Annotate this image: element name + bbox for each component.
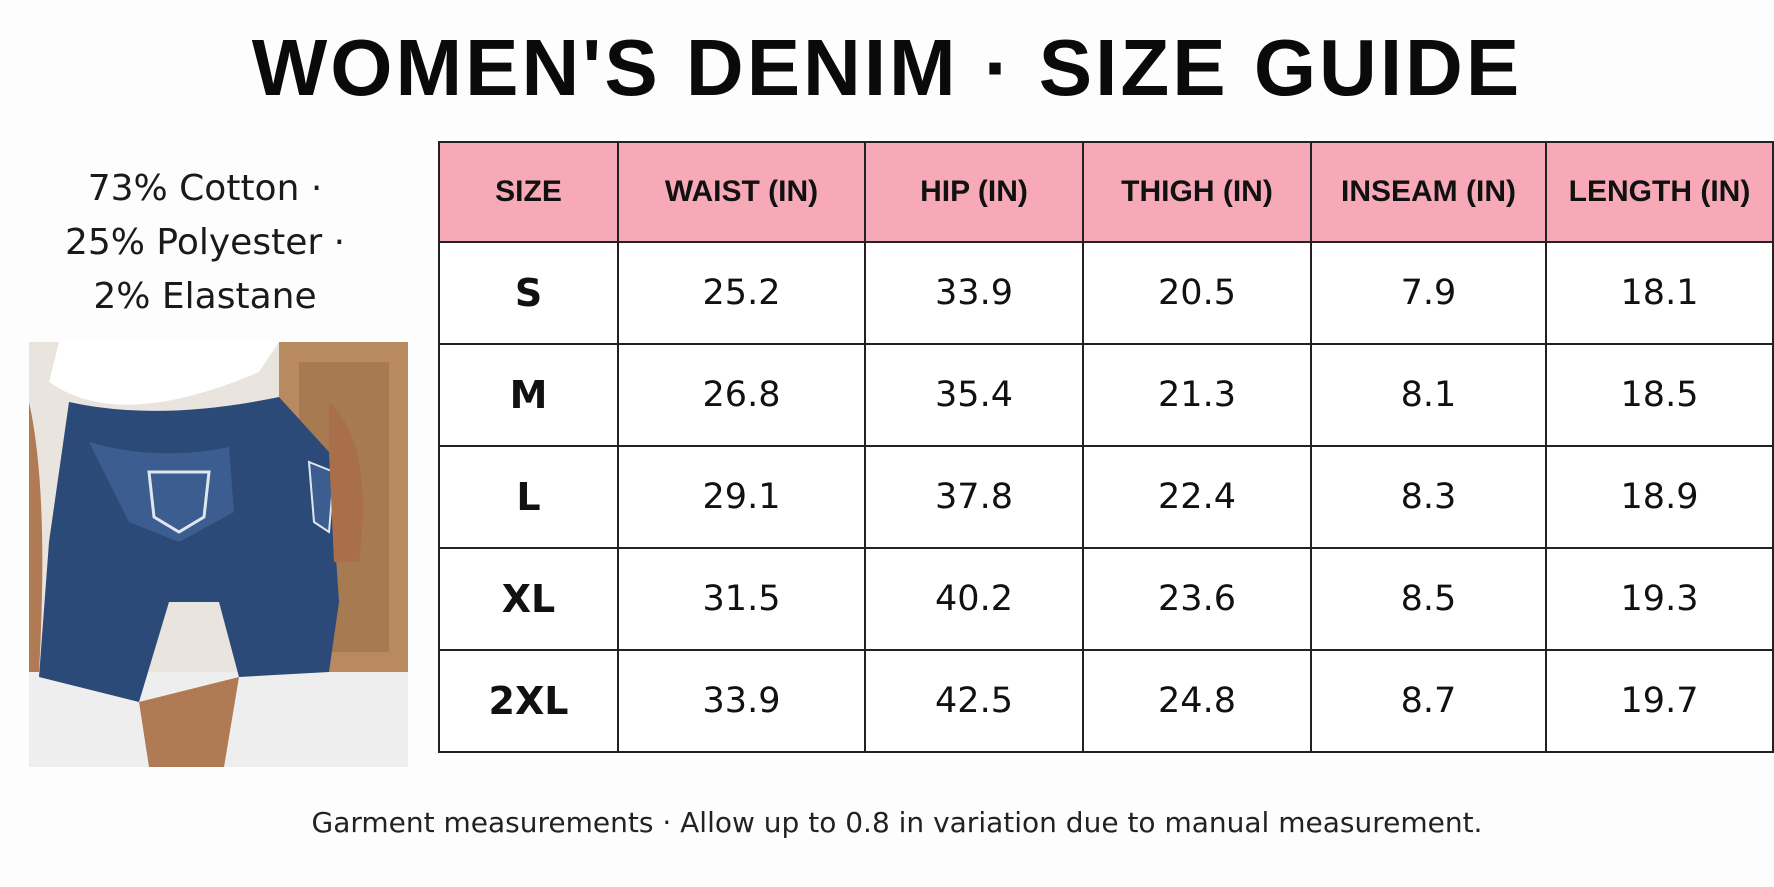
size-cell: L	[438, 445, 619, 549]
column-header: INSEAM (IN)	[1310, 141, 1547, 243]
table-row: 2XL 33.9 42.5 24.8 8.7 19.7	[438, 649, 1774, 753]
measurement-cell: 33.9	[864, 241, 1084, 345]
measurement-cell: 35.4	[864, 343, 1084, 447]
material-line: 73% Cotton ·	[87, 168, 323, 209]
column-header: WAIST (IN)	[617, 141, 866, 243]
size-cell: 2XL	[438, 649, 619, 753]
measurement-cell: 8.5	[1310, 547, 1547, 651]
measurement-cell: 18.5	[1545, 343, 1774, 447]
measurement-cell: 18.9	[1545, 445, 1774, 549]
header-row: SIZE WAIST (IN) HIP (IN) THIGH (IN) INSEAM (…	[438, 141, 1774, 243]
table-row: M 26.8 35.4 21.3 8.1 18.5	[438, 343, 1774, 447]
measurement-cell: 8.7	[1310, 649, 1547, 753]
size-table: SIZE WAIST (IN) HIP (IN) THIGH (IN) INSEAM (…	[438, 141, 1774, 753]
measurement-cell: 8.3	[1310, 445, 1547, 549]
measurement-cell: 37.8	[864, 445, 1084, 549]
measurement-cell: 40.2	[864, 547, 1084, 651]
column-header: HIP (IN)	[864, 141, 1084, 243]
table-row: XL 31.5 40.2 23.6 8.5 19.3	[438, 547, 1774, 651]
table-body: S 25.2 33.9 20.5 7.9 18.1 M 26.8 35.4 21.3 8.1 18.5…	[438, 241, 1774, 753]
table-row: L 29.1 37.8 22.4 8.3 18.9	[438, 445, 1774, 549]
measurement-cell: 29.1	[617, 445, 866, 549]
size-cell: XL	[438, 547, 619, 651]
measurement-cell: 42.5	[864, 649, 1084, 753]
measurement-cell: 26.8	[617, 343, 866, 447]
measurement-cell: 21.3	[1082, 343, 1312, 447]
table-row: S 25.2 33.9 20.5 7.9 18.1	[438, 241, 1774, 345]
measurement-cell: 33.9	[617, 649, 866, 753]
material-line: 2% Elastane	[93, 276, 317, 317]
material-info: 73% Cotton · 25% Polyester · 2% Elastane	[20, 162, 390, 324]
measurement-cell: 7.9	[1310, 241, 1547, 345]
product-photo	[29, 342, 408, 767]
measurement-cell: 18.1	[1545, 241, 1774, 345]
measurement-cell: 19.7	[1545, 649, 1774, 753]
column-header: SIZE	[438, 141, 619, 243]
title: WOMEN'S DENIM · SIZE GUIDE	[251, 23, 1523, 112]
measurement-cell: 31.5	[617, 547, 866, 651]
measurement-cell: 8.1	[1310, 343, 1547, 447]
measurement-cell: 22.4	[1082, 445, 1312, 549]
size-cell: S	[438, 241, 619, 345]
measurement-cell: 25.2	[617, 241, 866, 345]
measurement-cell: 20.5	[1082, 241, 1312, 345]
material-line: 25% Polyester ·	[64, 222, 346, 263]
footnote: Garment measurements · Allow up to 0.8 i…	[311, 806, 1483, 839]
measurement-cell: 24.8	[1082, 649, 1312, 753]
size-cell: M	[438, 343, 619, 447]
measurement-cell: 19.3	[1545, 547, 1774, 651]
column-header: LENGTH (IN)	[1545, 141, 1774, 243]
column-header: THIGH (IN)	[1082, 141, 1312, 243]
measurement-cell: 23.6	[1082, 547, 1312, 651]
